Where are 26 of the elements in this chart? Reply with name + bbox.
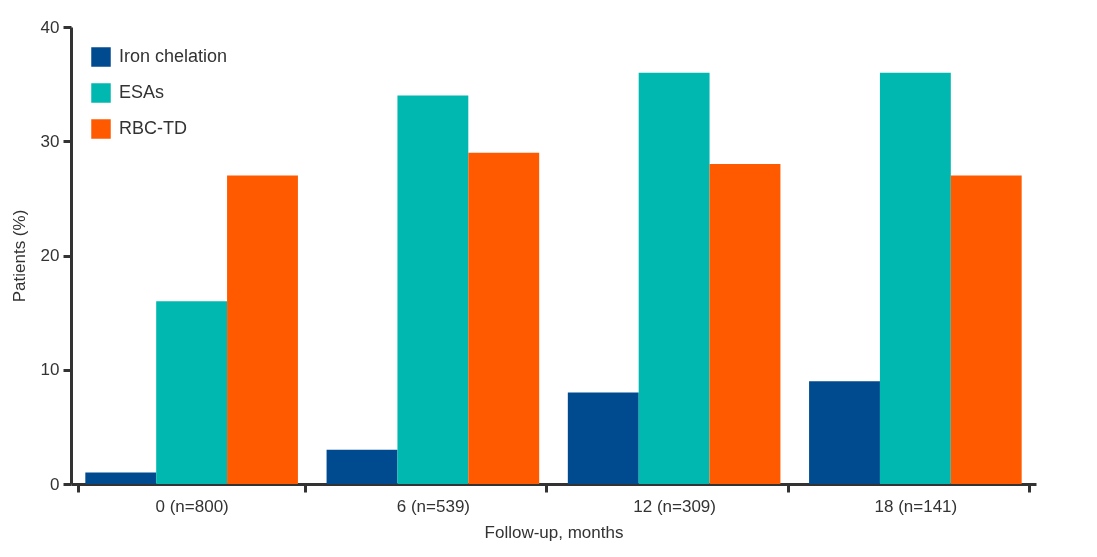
bar xyxy=(397,95,469,484)
y-tick-label: 40 xyxy=(40,17,60,37)
legend-label: RBC-TD xyxy=(119,118,187,138)
bar xyxy=(638,72,710,484)
bar xyxy=(879,72,951,484)
x-axis-title: Follow-up, months xyxy=(484,522,624,542)
y-tick-label: 0 xyxy=(50,474,60,494)
y-tick-label: 30 xyxy=(40,131,60,151)
y-tick-label: 20 xyxy=(40,246,60,265)
legend-label: ESAs xyxy=(119,82,165,102)
bar xyxy=(156,301,228,484)
bar xyxy=(950,175,1022,484)
bar xyxy=(227,175,298,484)
x-tick-label: 0 (n=800) xyxy=(155,496,229,516)
bar xyxy=(326,449,398,484)
x-tick-label: 12 (n=309) xyxy=(633,496,716,516)
bar xyxy=(567,392,639,484)
bar xyxy=(85,472,157,484)
y-axis-title: Patients (%) xyxy=(9,209,29,303)
y-tick-label: 10 xyxy=(40,360,60,380)
bar xyxy=(709,164,781,484)
x-tick-label: 18 (n=141) xyxy=(874,496,958,516)
bar xyxy=(468,152,540,484)
legend-label: Iron chelation xyxy=(119,46,228,66)
x-tick-label: 6 (n=539) xyxy=(396,496,470,516)
bar xyxy=(809,381,880,484)
